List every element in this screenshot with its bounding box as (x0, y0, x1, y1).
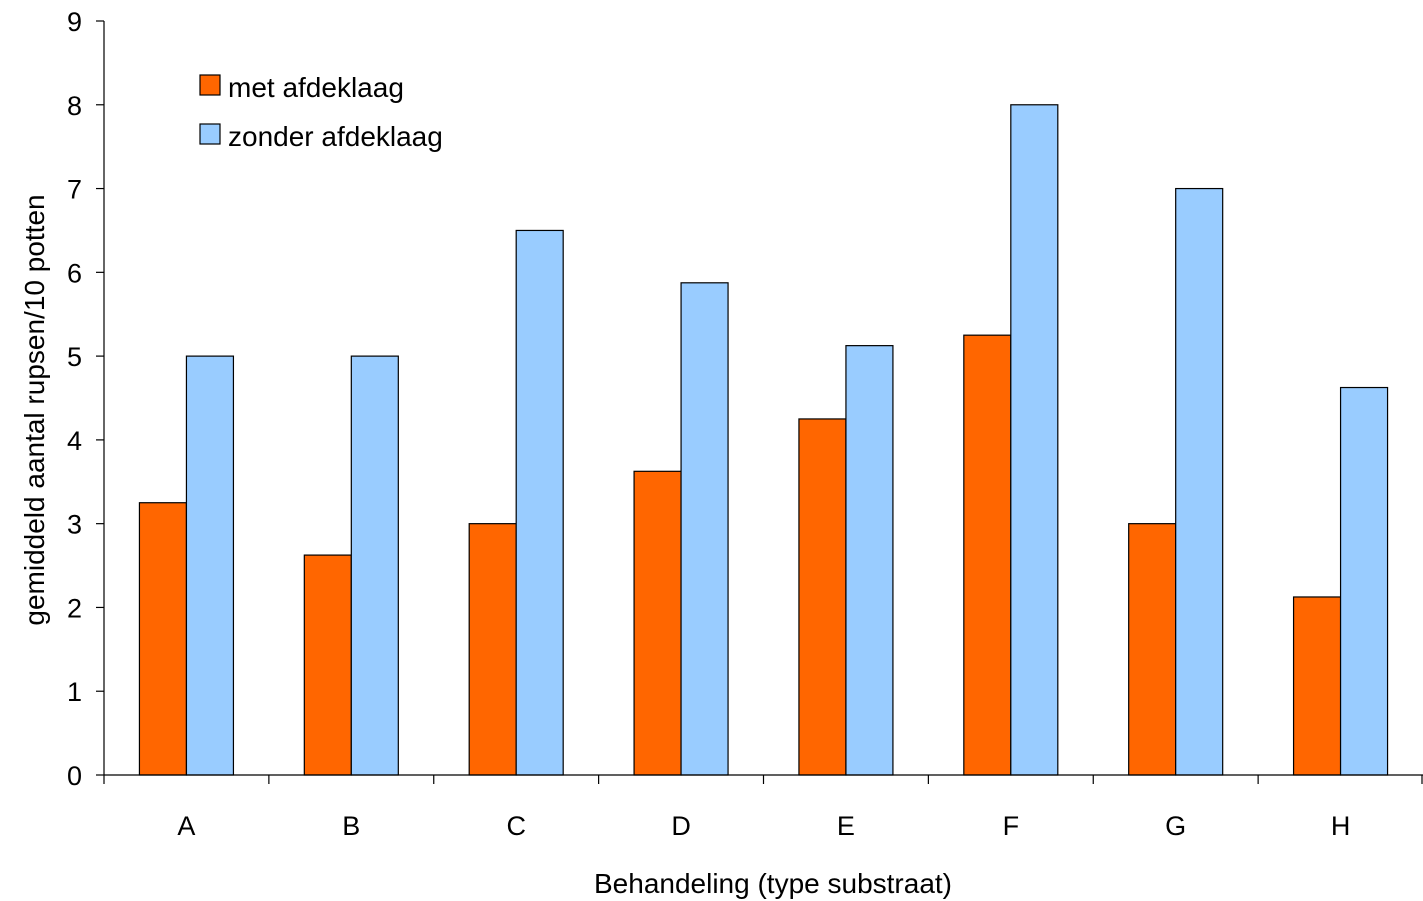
y-tick-label-3: 3 (67, 510, 82, 540)
x-tick-label-H: H (1331, 811, 1351, 841)
x-tick-label-A: A (177, 811, 195, 841)
x-tick-label-B: B (342, 811, 360, 841)
bar-met-afdeklaag-B (303, 554, 352, 776)
bar-met-afdeklaag-H (1292, 596, 1342, 776)
y-tick-label-8: 8 (67, 91, 82, 121)
y-tick-label-1: 1 (67, 677, 82, 707)
bar-met-afdeklaag-A (138, 502, 188, 776)
bar-met-afdeklaag-D (633, 470, 682, 776)
legend-label-zonder-afdeklaag: zonder afdeklaag (228, 121, 443, 152)
bar-met-afdeklaag-E (798, 418, 847, 776)
y-tick-label-7: 7 (67, 175, 82, 205)
y-tick-label-9: 9 (67, 7, 82, 37)
bar-zonder-afdeklaag-F (1010, 104, 1059, 776)
x-tick-label-C: C (506, 811, 526, 841)
y-tick-label-5: 5 (67, 342, 82, 372)
bar-zonder-afdeklaag-C (515, 229, 564, 776)
y-tick-label-0: 0 (67, 761, 82, 791)
legend-swatch-met-afdeklaag (199, 74, 221, 96)
y-tick-label-2: 2 (67, 593, 82, 623)
bar-zonder-afdeklaag-G (1175, 187, 1224, 776)
bar-zonder-afdeklaag-A (185, 355, 235, 776)
y-tick-label-4: 4 (67, 426, 82, 456)
x-tick-label-D: D (671, 811, 691, 841)
bar-met-afdeklaag-F (963, 334, 1012, 776)
x-tick-label-E: E (837, 811, 855, 841)
bar-zonder-afdeklaag-H (1339, 386, 1389, 776)
x-axis-title: Behandeling (type substraat) (594, 868, 952, 899)
plot-area: 0 1 2 3 4 5 6 7 8 9 A B C D E F G H (67, 7, 1423, 841)
bar-zonder-afdeklaag-B (350, 355, 399, 776)
legend-swatch-zonder-afdeklaag (199, 123, 221, 145)
x-tick-label-G: G (1165, 811, 1186, 841)
x-tick-label-F: F (1003, 811, 1020, 841)
y-axis-title: gemiddeld aantal rupsen/10 potten (19, 194, 50, 625)
legend: met afdeklaag zonder afdeklaag (199, 72, 443, 152)
bar-met-afdeklaag-G (1128, 523, 1177, 776)
legend-label-met-afdeklaag: met afdeklaag (228, 72, 404, 103)
bar-zonder-afdeklaag-D (680, 282, 729, 776)
bar-met-afdeklaag-C (468, 523, 517, 776)
bar-zonder-afdeklaag-E (845, 345, 894, 776)
y-tick-label-6: 6 (67, 258, 82, 288)
